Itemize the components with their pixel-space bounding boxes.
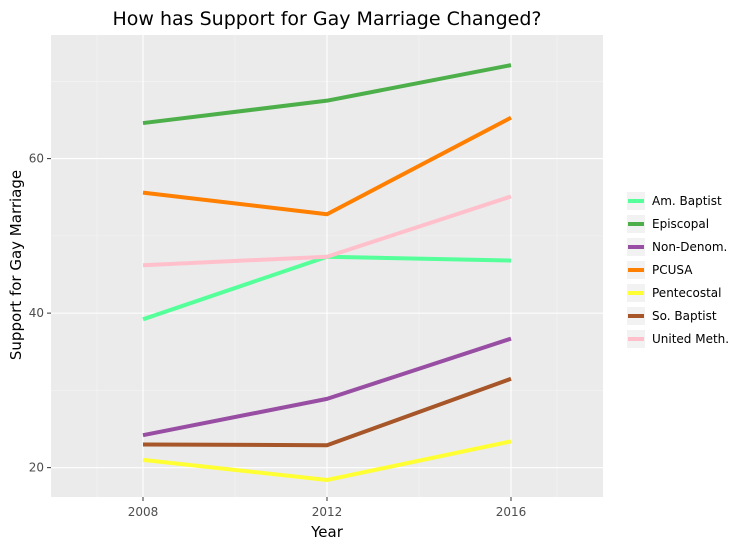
x-tick-label: 2008 — [128, 505, 159, 519]
y-axis-ticks: 20 40 60 — [29, 152, 51, 475]
x-axis-ticks: 2008 2012 2016 — [128, 497, 527, 519]
series-line-5 — [142, 376, 512, 448]
x-tick-label: 2012 — [312, 505, 343, 519]
legend: Am. Baptist Episcopal Non-Denom. PCUSA Pente… — [627, 192, 729, 348]
legend-label: Pentecostal — [652, 286, 721, 300]
legend-label: Episcopal — [652, 217, 709, 231]
legend-label: Am. Baptist — [652, 194, 722, 208]
series-lines — [142, 63, 512, 483]
x-tick-label: 2016 — [496, 505, 527, 519]
legend-label: United Meth. — [652, 332, 729, 346]
series-line-6 — [142, 194, 512, 268]
series-line-4 — [142, 439, 512, 483]
grid-lines — [51, 35, 603, 497]
y-axis-title: Support for Gay Marriage — [7, 170, 25, 360]
y-tick-label: 40 — [29, 306, 44, 320]
chart-title: How has Support for Gay Marriage Changed… — [112, 8, 541, 30]
y-tick-label: 20 — [29, 461, 44, 475]
series-line-1 — [142, 63, 512, 126]
legend-label: So. Baptist — [652, 309, 717, 323]
series-line-3 — [142, 115, 512, 217]
y-tick-label: 60 — [29, 152, 44, 166]
series-line-2 — [142, 336, 512, 438]
x-axis-title: Year — [310, 523, 344, 541]
legend-label: PCUSA — [652, 263, 693, 277]
legend-label: Non-Denom. — [652, 240, 727, 254]
